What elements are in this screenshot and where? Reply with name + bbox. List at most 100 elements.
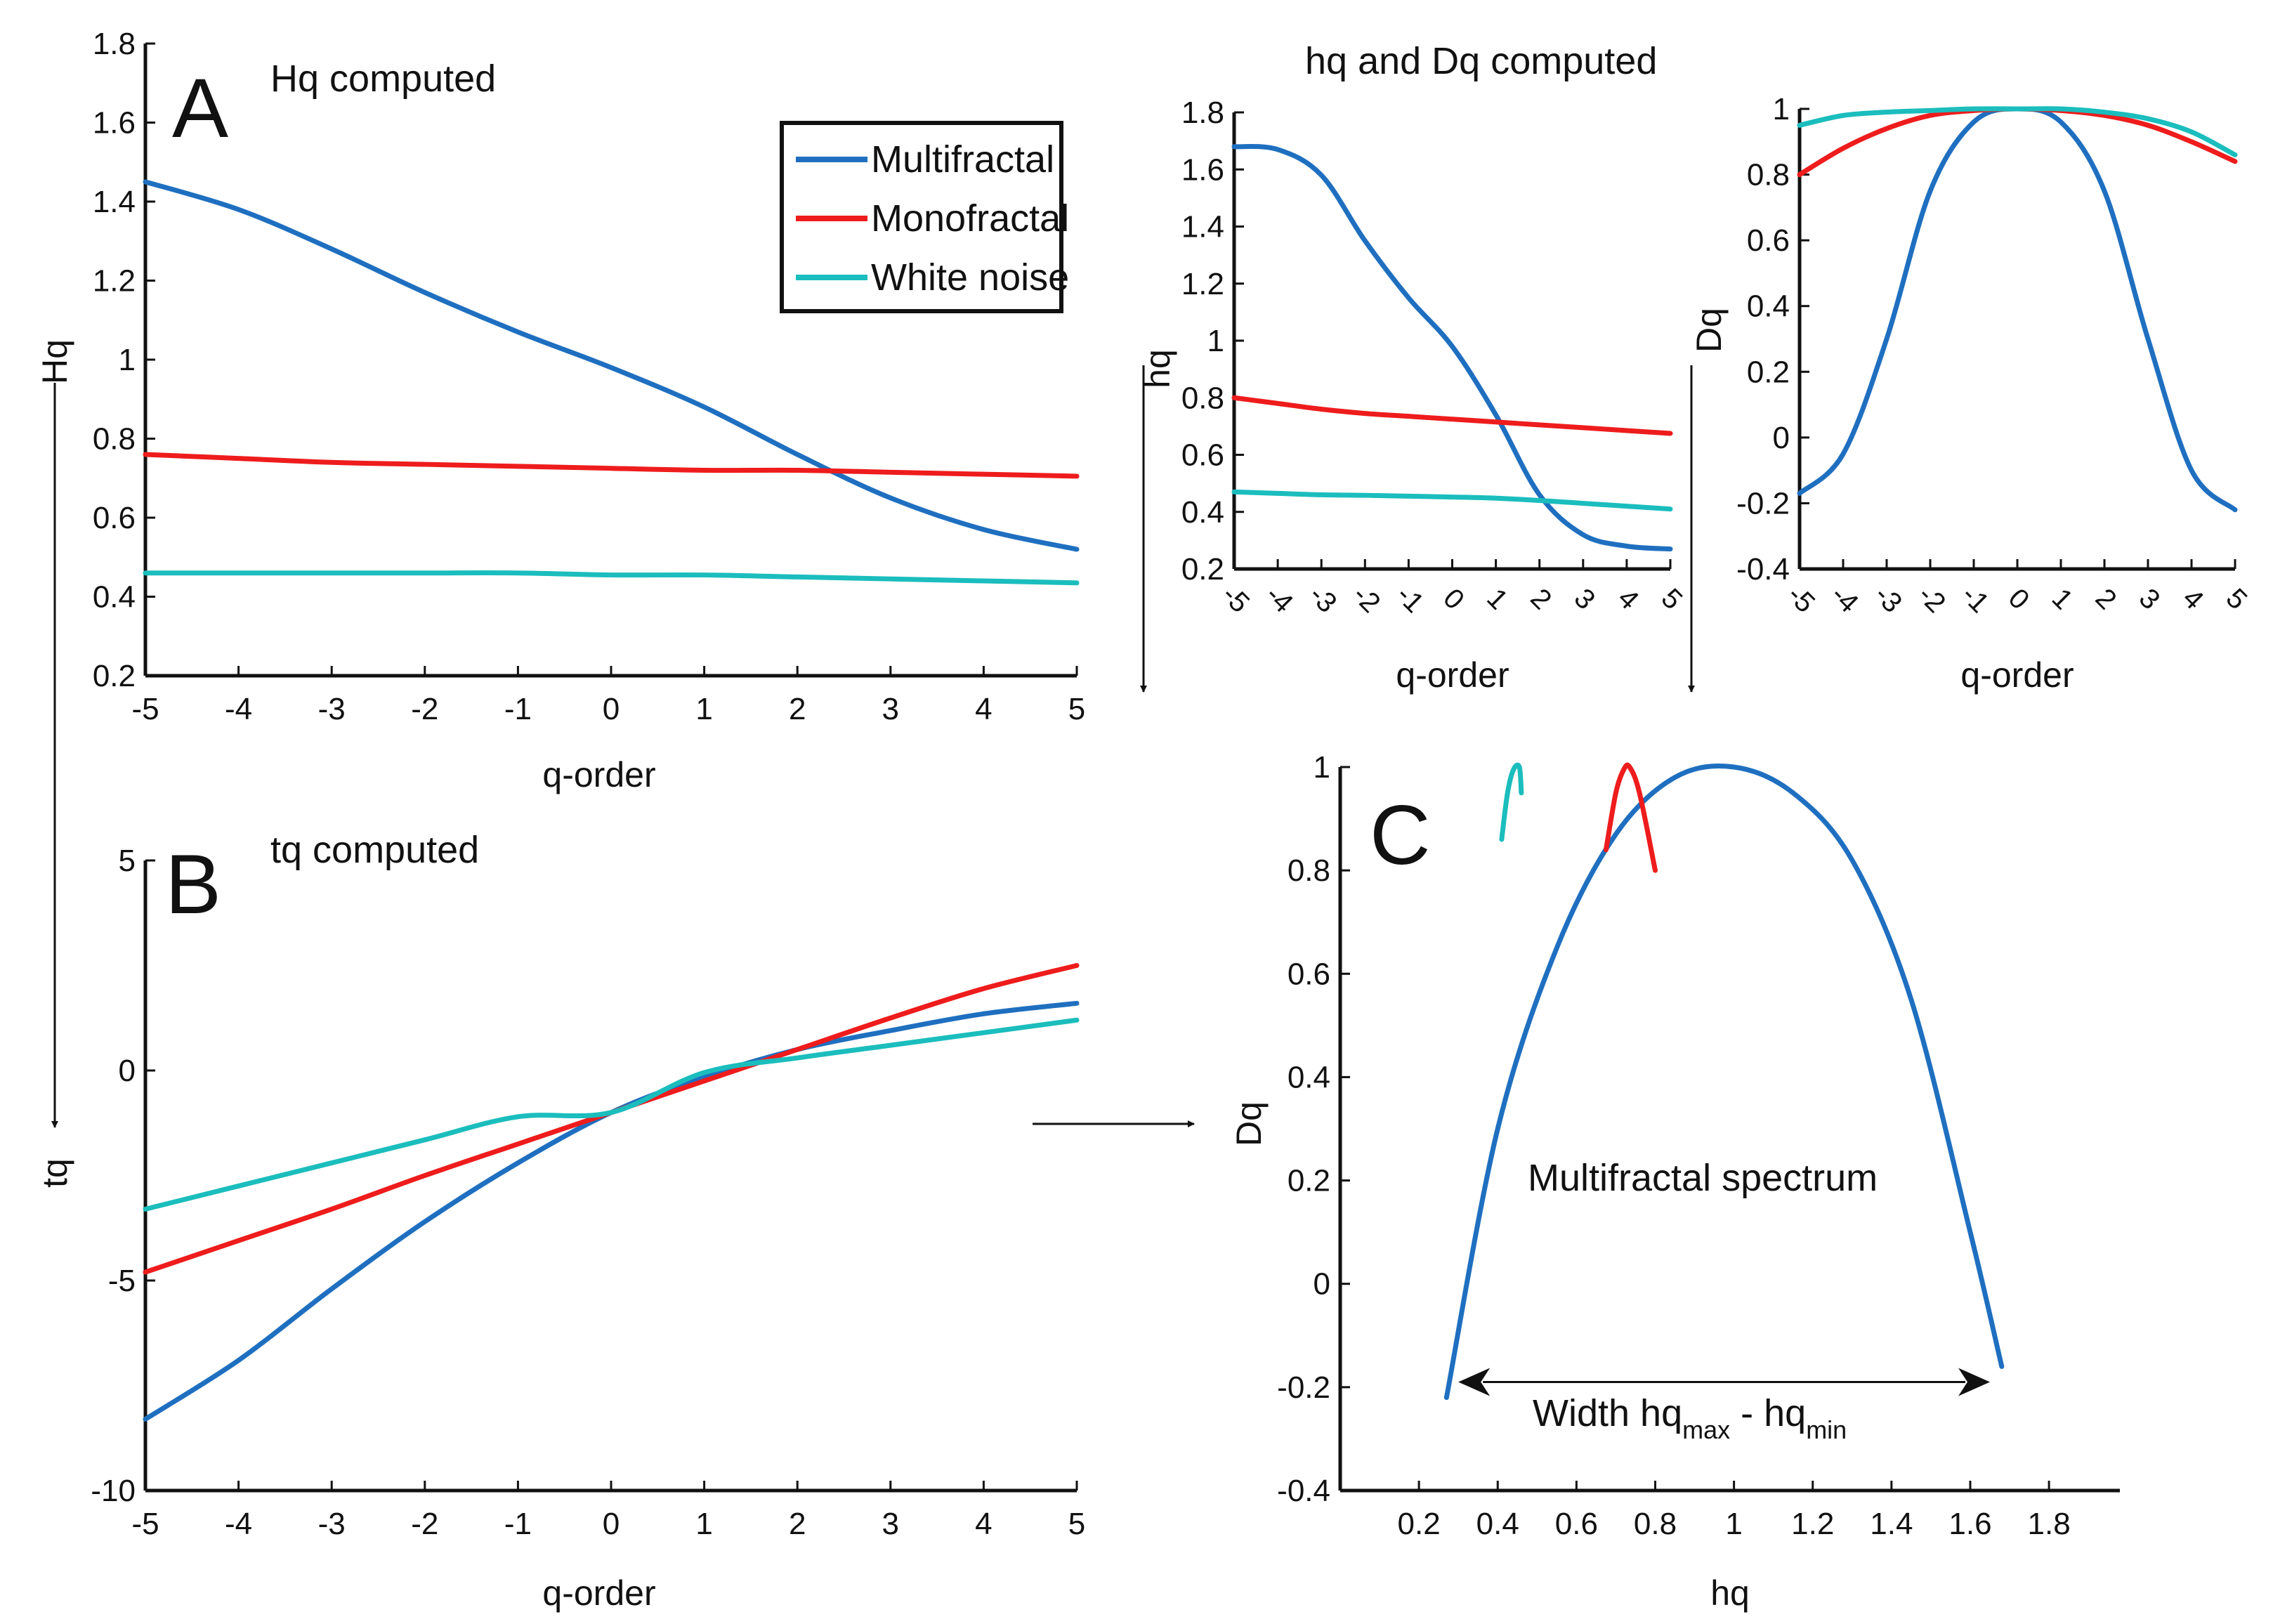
y-axis-label: tq [35, 1158, 74, 1188]
x-tick-label: 1 [1481, 582, 1514, 615]
x-tick-label: 3 [1568, 582, 1601, 615]
y-tick-label: 0.4 [1288, 1060, 1330, 1094]
legend: Multifractal Monofractal White noise [780, 121, 1069, 313]
chart-a: -5 -4 -3 -2 -1 0 1 2 3 4 5 0.2 0.4 0.6 0.8 1 1.2 1.4 1.6 1.… [35, 27, 1085, 794]
y-tick-label: 1.2 [1181, 267, 1224, 301]
x-tick-label: 4 [1612, 582, 1645, 615]
legend-label-multifractal: Multifractal [871, 138, 1054, 181]
panel-letter-a: A [172, 61, 228, 155]
y-axis-label: Dq [1229, 1101, 1269, 1146]
charts-layer: -5 -4 -3 -2 -1 0 1 2 3 4 50.20.40.60.811.21.41.61.… [35, 27, 2253, 1613]
y-tick-label: -0.2 [1277, 1370, 1330, 1405]
legend-label-white-noise: White noise [871, 256, 1069, 299]
x-tick-label: 2 [789, 692, 806, 726]
y-tick-label: 1.6 [93, 106, 136, 140]
x-tick-label: 0.4 [1476, 1507, 1519, 1541]
x-tick-label: 1.4 [1870, 1507, 1913, 1541]
y-tick-label: 0.4 [93, 580, 136, 615]
x-tick-label: -4 [1259, 579, 1299, 619]
y-tick-label: 1 [1207, 324, 1224, 358]
y-tick-label: 0.2 [1288, 1164, 1330, 1198]
x-tick-label: -3 [318, 692, 346, 726]
x-axis-label: q-order [1960, 655, 2074, 695]
series-line-multifractal [1443, 764, 2005, 1401]
series-line-white-noise [1499, 762, 1524, 842]
y-tick-label: 1.6 [1181, 152, 1224, 187]
x-tick-label: -4 [225, 1507, 252, 1541]
series-line-monofractal [1797, 106, 2238, 178]
y-tick-label: 1 [119, 343, 136, 377]
y-axis-label: Hq [35, 339, 74, 384]
y-tick-label: 1.2 [93, 264, 136, 299]
y-tick-label: 0.6 [93, 501, 136, 535]
y-tick-label: -0.2 [1736, 486, 1790, 520]
series-line-multifractal [143, 1000, 1080, 1422]
width-label-dash: - hq [1730, 1392, 1806, 1434]
y-tick-label: 1.8 [93, 27, 136, 61]
x-axis-label: q-order [542, 1573, 655, 1613]
series-line-monofractal [1231, 395, 1673, 436]
x-tick-label: -1 [1390, 579, 1429, 619]
x-tick-label: 1 [695, 1507, 712, 1541]
x-tick-label: -3 [1868, 579, 1908, 619]
x-tick-label: 1.6 [1948, 1507, 1991, 1541]
x-tick-label: 1 [1725, 1507, 1742, 1541]
y-tick-label: 0.4 [1181, 495, 1224, 530]
y-tick-label: 0.2 [1181, 552, 1224, 587]
panel-letter-c: C [1370, 788, 1431, 882]
y-tick-label: -0.4 [1277, 1474, 1330, 1508]
x-tick-label: 0 [603, 1507, 620, 1541]
x-tick-label: 0 [1437, 582, 1470, 615]
x-tick-label: 1.2 [1791, 1507, 1834, 1541]
y-tick-label: -10 [91, 1474, 136, 1508]
x-tick-label: -5 [131, 1507, 159, 1541]
y-tick-label: -0.4 [1736, 552, 1790, 587]
y-tick-label: 0.8 [1288, 853, 1330, 888]
panel-b-title: tq computed [270, 829, 479, 871]
y-tick-label: 0 [119, 1054, 136, 1088]
x-tick-label: 0 [603, 692, 620, 726]
x-axis-label: q-order [1396, 655, 1509, 695]
x-tick-label: 3 [882, 692, 899, 726]
x-tick-label: -1 [504, 692, 532, 726]
panel-letter-b: B [165, 837, 221, 931]
x-tick-label: 3 [882, 1507, 899, 1541]
x-tick-label: 1 [2046, 582, 2079, 615]
y-tick-label: 0 [1773, 421, 1790, 455]
y-tick-label: 0.6 [1181, 438, 1224, 473]
x-tick-label: -1 [504, 1507, 532, 1541]
x-tick-label: -4 [1825, 579, 1864, 619]
width-label-main: Width hq [1533, 1392, 1682, 1434]
x-tick-label: 1 [695, 692, 712, 726]
x-tick-label: 2 [789, 1507, 806, 1541]
x-tick-label: 5 [1068, 692, 1085, 726]
series-line-monofractal [1603, 762, 1658, 873]
x-tick-label: -2 [1347, 579, 1386, 619]
series-line-white-noise [143, 570, 1080, 586]
y-axis-label: Dq [1689, 308, 1729, 353]
panel-a-title: Hq computed [270, 58, 496, 100]
series-line-white-noise [1797, 106, 2238, 157]
x-tick-label: 0.8 [1634, 1507, 1677, 1541]
chart-c: 0.2 0.4 0.6 0.8 1 1.2 1.4 1.6 1.8 -0.4 -0.2 0 0.2 0.4… [1229, 750, 2120, 1613]
x-tick-label: -3 [1303, 579, 1342, 619]
chart-hq: -5 -4 -3 -2 -1 0 1 2 3 4 50.20.40.60.811.21.41.61.… [1138, 96, 1689, 695]
y-tick-label: 1.4 [93, 185, 136, 219]
x-tick-label: 3 [2133, 582, 2166, 615]
series-line-multifractal [1231, 143, 1673, 552]
x-axis-label: q-order [542, 755, 655, 794]
chart-dq: -5 -4 -3 -2 -1 0 1 2 3 4 5-0.4-0.200.20.40.60.81q-… [1689, 92, 2253, 695]
x-tick-label: -3 [318, 1507, 346, 1541]
series-line-white-noise [143, 1017, 1080, 1212]
y-tick-label: 5 [119, 844, 136, 878]
width-arrow-head-right [1958, 1368, 1990, 1396]
x-tick-label: 5 [1656, 582, 1689, 615]
legend-label-monofractal: Monofractal [871, 197, 1069, 240]
panel-hq-dq-title: hq and Dq computed [1305, 40, 1657, 82]
spectrum-label: Multifractal spectrum [1528, 1157, 1878, 1199]
x-tick-label: 5 [1068, 1507, 1085, 1541]
y-tick-label: 0.4 [1747, 289, 1790, 324]
y-tick-label: 0.2 [1747, 355, 1790, 389]
y-tick-label: 0.6 [1288, 957, 1330, 991]
